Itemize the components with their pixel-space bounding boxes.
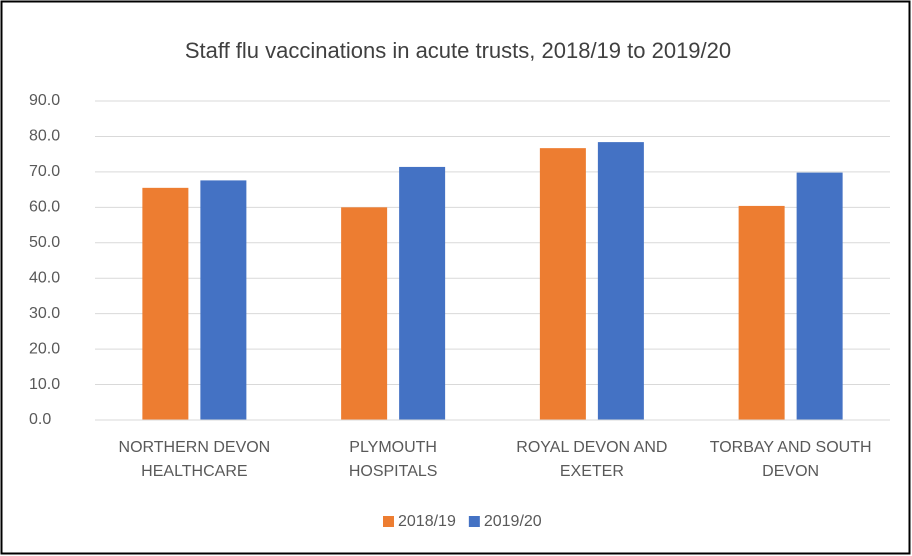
bar	[341, 207, 388, 420]
x-tick-label: ROYAL DEVON AND EXETER	[516, 439, 668, 480]
y-tick-label: 30.0	[29, 305, 60, 322]
y-tick-label: 10.0	[29, 376, 60, 393]
legend-label: 2019/20	[484, 513, 542, 530]
bar	[142, 187, 189, 420]
y-tick-label: 40.0	[29, 269, 60, 286]
bar	[200, 180, 247, 420]
chart-title: Staff flu vaccinations in acute trusts, …	[185, 38, 731, 63]
y-tick-label: 80.0	[29, 128, 60, 145]
bar	[399, 166, 446, 420]
legend-swatch	[383, 516, 394, 527]
legend-swatch	[468, 516, 480, 527]
y-tick-label: 70.0	[29, 163, 60, 180]
x-tick-label: NORTHERN DEVON HEALTHCARE	[118, 439, 271, 480]
y-tick-label: 20.0	[29, 340, 60, 357]
y-tick-label: 50.0	[29, 234, 60, 251]
x-tick-label: PLYMOUTH HOSPITALS	[348, 439, 438, 480]
x-tick-label: TORBAY AND SOUTH DEVON	[709, 439, 872, 480]
y-tick-label: 0.0	[29, 411, 51, 428]
bar	[539, 148, 586, 420]
y-tick-label: 90.0	[29, 92, 60, 109]
bar	[796, 172, 843, 420]
bar	[738, 205, 785, 420]
bar	[597, 142, 644, 421]
y-tick-label: 60.0	[29, 199, 60, 216]
legend-label: 2018/19	[398, 513, 456, 530]
